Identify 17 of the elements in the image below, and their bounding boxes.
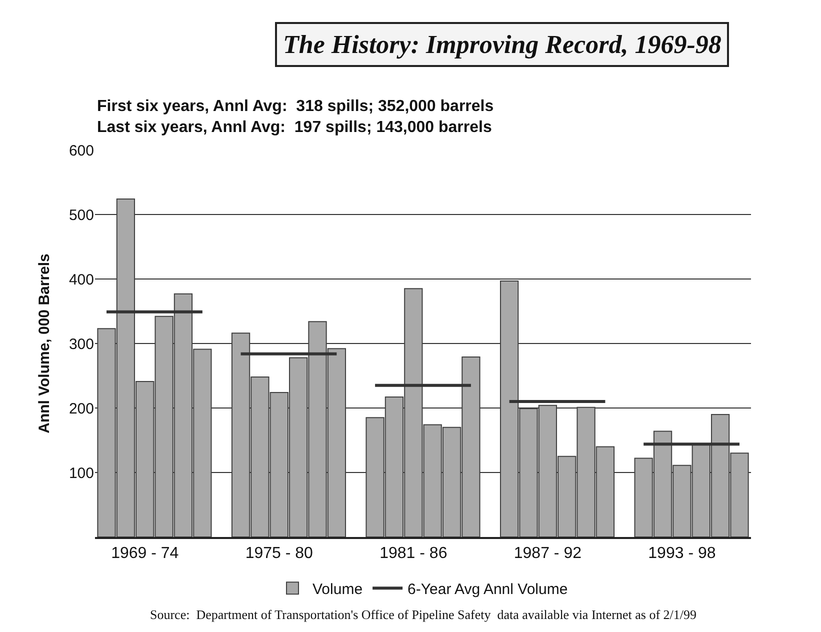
x-tick-label: 1987 - 92 bbox=[514, 545, 582, 562]
legend-label: 6-Year Avg Annl Volume bbox=[408, 580, 568, 598]
x-tick-label: 1975 - 80 bbox=[245, 545, 314, 562]
source-note: Source: Department of Transportation's Office of Pipeline Safety data available via Internet as of 2/1/99 bbox=[150, 607, 697, 622]
y-tick-label: 600 bbox=[68, 142, 94, 160]
legend-label: Volume bbox=[312, 580, 363, 598]
chart-subtitle: First six years, Annl Avg: 318 spills; 352,000 barrels Last six years, Annl Avg: 197 spills; 143,000 barrels bbox=[97, 98, 494, 136]
x-tick-label: 1981 - 86 bbox=[380, 545, 448, 562]
y-tick-label: 500 bbox=[68, 206, 94, 224]
y-tick-label: 400 bbox=[68, 271, 94, 288]
y-tick-label: 300 bbox=[68, 336, 94, 353]
y-axis-title: Annl Volume, 000 Barrels bbox=[36, 254, 54, 434]
chart-title: The History: Improving Record, 1969-98 bbox=[283, 30, 722, 59]
y-tick-label: 100 bbox=[68, 464, 94, 482]
y-tick-label: 200 bbox=[68, 400, 94, 418]
x-tick-label: 1993 - 98 bbox=[648, 545, 716, 562]
x-tick-label: 1969 - 74 bbox=[111, 545, 179, 562]
